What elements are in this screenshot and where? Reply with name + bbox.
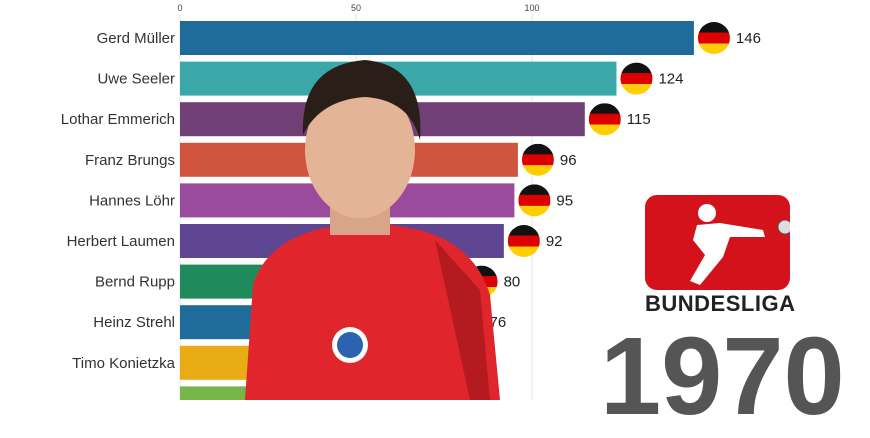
bar-label: Heinz Strehl xyxy=(93,314,175,331)
germany-flag-icon xyxy=(518,184,551,217)
bundesliga-logo xyxy=(645,195,793,290)
player-photo xyxy=(245,60,500,400)
germany-flag-icon xyxy=(697,22,730,54)
germany-flag-icon xyxy=(521,143,554,176)
bar-value-label: 146 xyxy=(736,30,761,47)
bar-value-label: 124 xyxy=(658,71,683,88)
bar-label: Franz Brungs xyxy=(85,152,175,169)
logo-text-liga: LIGA xyxy=(740,291,796,316)
bar-label: Lothar Emmerich xyxy=(61,111,175,128)
bar-value-label: 96 xyxy=(560,152,577,169)
logo-text-bundes: BUNDES xyxy=(645,291,741,316)
axis-tick-label: 100 xyxy=(524,3,539,13)
bundesliga-wordmark: BUNDESLIGA xyxy=(645,292,795,316)
bar-value-label: 92 xyxy=(546,233,563,250)
germany-flag-icon xyxy=(588,103,621,136)
bar-label: Herbert Laumen xyxy=(67,233,175,250)
axis-tick-label: 0 xyxy=(177,3,182,13)
bar-label: Bernd Rupp xyxy=(95,274,175,291)
bar-label: Hannes Löhr xyxy=(89,192,175,209)
bar-value-label: 95 xyxy=(556,192,573,209)
bar-label: Uwe Seeler xyxy=(97,71,175,88)
bar-value-label: 80 xyxy=(504,274,521,291)
bar-value-label: 76 xyxy=(490,314,507,331)
year-label: 1970 xyxy=(600,315,845,438)
bar-label: Gerd Müller xyxy=(97,30,175,47)
axis-tick-label: 50 xyxy=(351,3,361,13)
germany-flag-icon xyxy=(507,225,540,257)
bar xyxy=(180,21,694,55)
bar-label: Timo Konietzka xyxy=(72,355,175,372)
germany-flag-icon xyxy=(620,62,653,95)
bar-value-label: 115 xyxy=(627,111,651,128)
